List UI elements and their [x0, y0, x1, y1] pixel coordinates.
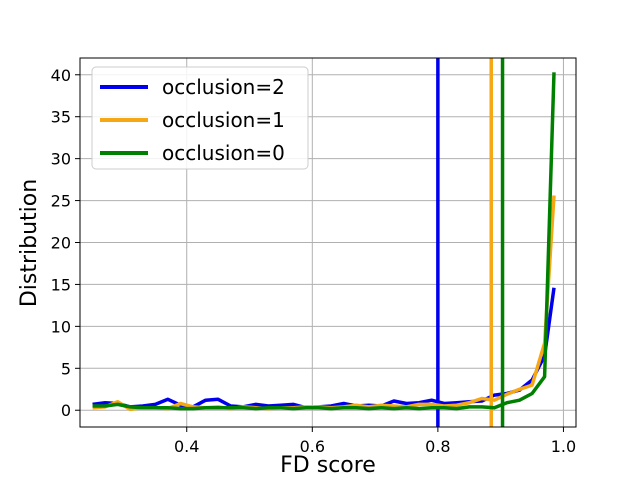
x-axis: 0.4 0.6 0.8 1.0	[174, 427, 576, 456]
y-tick-label: 0	[61, 401, 71, 420]
series-line-occlusion-0	[92, 72, 556, 411]
y-tick-label: 25	[51, 192, 71, 211]
x-tick-label: 0.8	[425, 437, 450, 456]
y-tick-label: 20	[51, 234, 71, 253]
legend-label: occlusion=2	[162, 75, 285, 99]
y-tick-label: 10	[51, 317, 71, 336]
y-tick-label: 40	[51, 66, 71, 85]
x-tick-label: 0.4	[174, 437, 199, 456]
x-axis-label: FD score	[280, 453, 376, 478]
legend: occlusion=2 occlusion=1 occlusion=0	[91, 66, 309, 170]
x-tick-label: 1.0	[551, 437, 576, 456]
y-axis-label: Distribution	[17, 179, 42, 307]
y-tick-label: 5	[61, 359, 71, 378]
x-tick-label: 0.6	[300, 437, 325, 456]
legend-label: occlusion=0	[162, 141, 285, 165]
legend-box	[91, 66, 309, 170]
y-tick-label: 30	[51, 150, 71, 169]
y-tick-label: 35	[51, 108, 71, 127]
y-tick-label: 15	[51, 275, 71, 294]
series-layer	[92, 58, 556, 427]
y-axis: 0 5 10 15 20 25 30 35 40	[51, 66, 80, 420]
legend-label: occlusion=1	[162, 108, 285, 132]
